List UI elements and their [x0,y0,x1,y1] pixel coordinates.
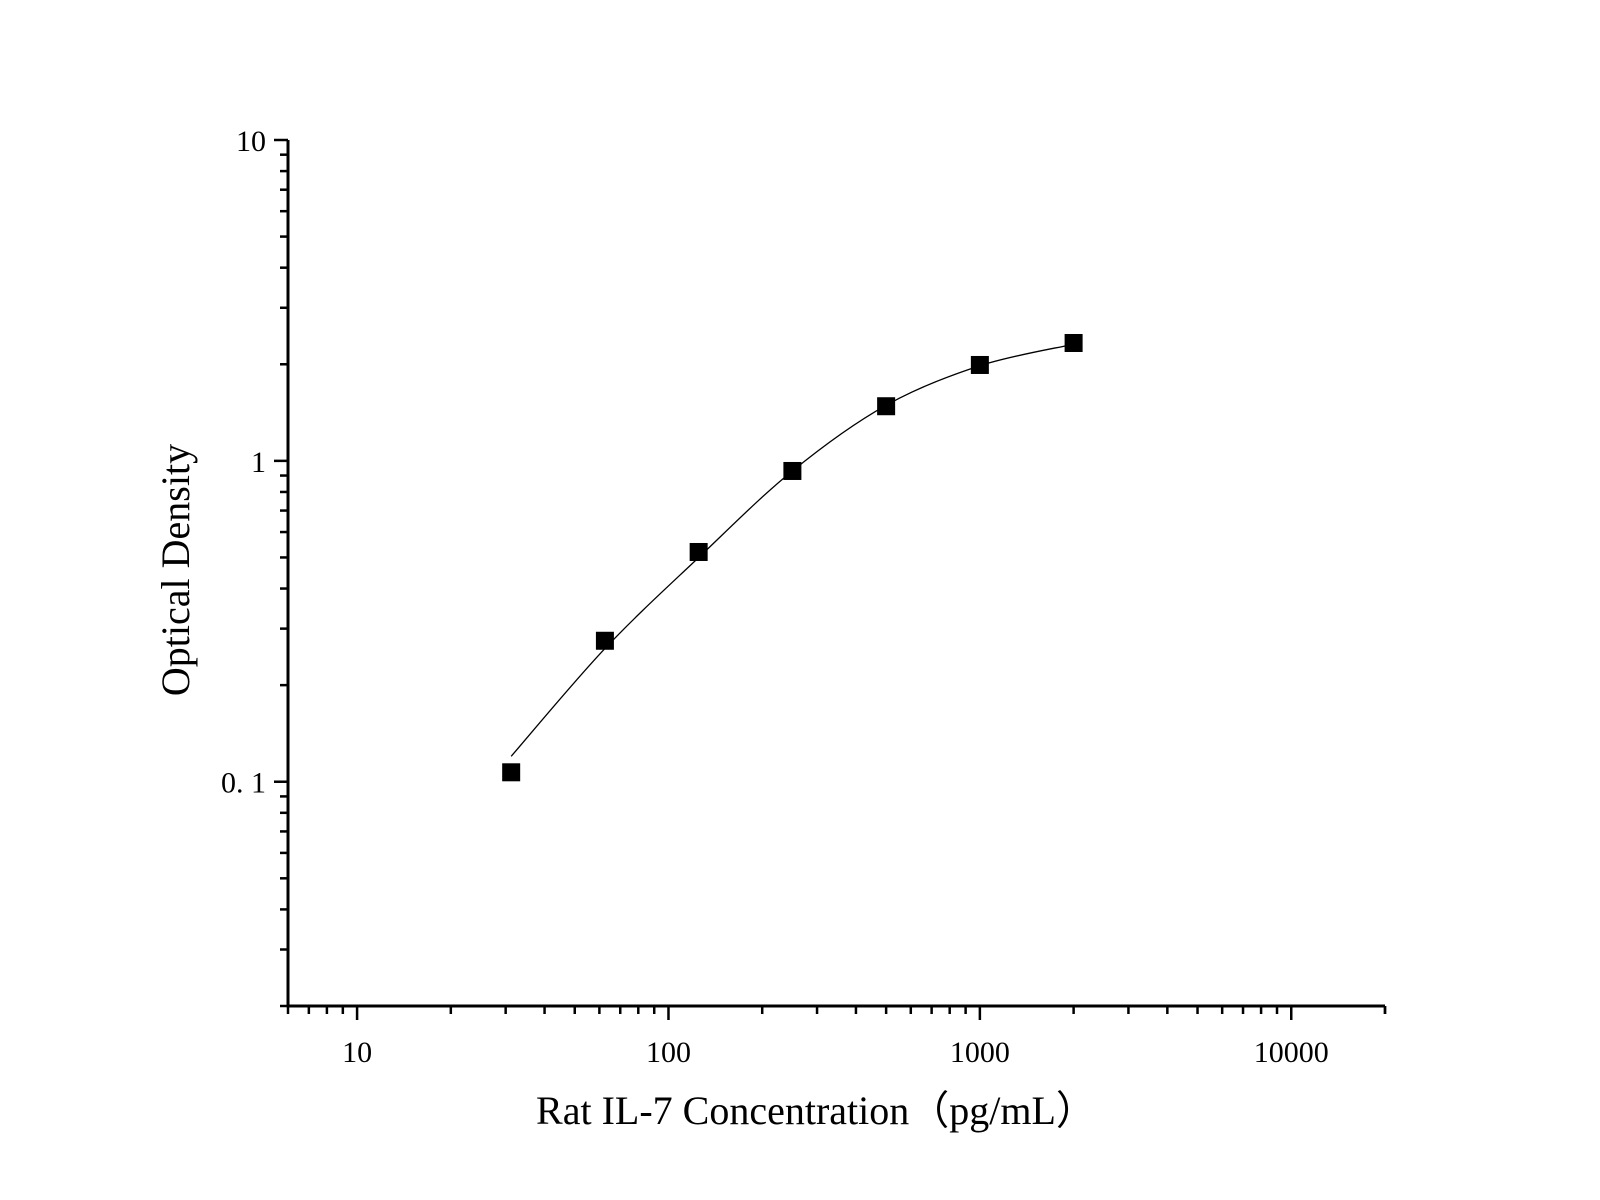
y-tick-label: 10 [236,125,266,158]
data-point [502,763,521,782]
data-point [970,355,989,374]
y-axis-title: Optical Density [153,444,198,696]
y-tick-label: 1 [251,446,266,479]
data-points [502,333,1083,782]
data-point [783,461,802,480]
x-tick-label: 100 [646,1036,691,1069]
fit-curve [510,343,1074,757]
chart-axes [286,140,1385,1008]
x-axis-title: Rat IL-7 Concentration（pg/mL） [536,1088,1096,1133]
fit-curve-group [510,343,1074,757]
data-point [595,631,614,650]
x-tick-label: 10 [342,1036,372,1069]
x-tick-label: 1000 [950,1036,1010,1069]
y-tick-label: 0. 1 [221,767,266,800]
data-point [1064,333,1083,352]
data-point [689,542,708,561]
y-axis-ticks: 0. 1 1 10 [221,125,288,1008]
x-axis-ticks: 10 100 1000 10000 [286,1006,1387,1069]
x-tick-label: 10000 [1254,1036,1329,1069]
data-point [877,397,896,416]
